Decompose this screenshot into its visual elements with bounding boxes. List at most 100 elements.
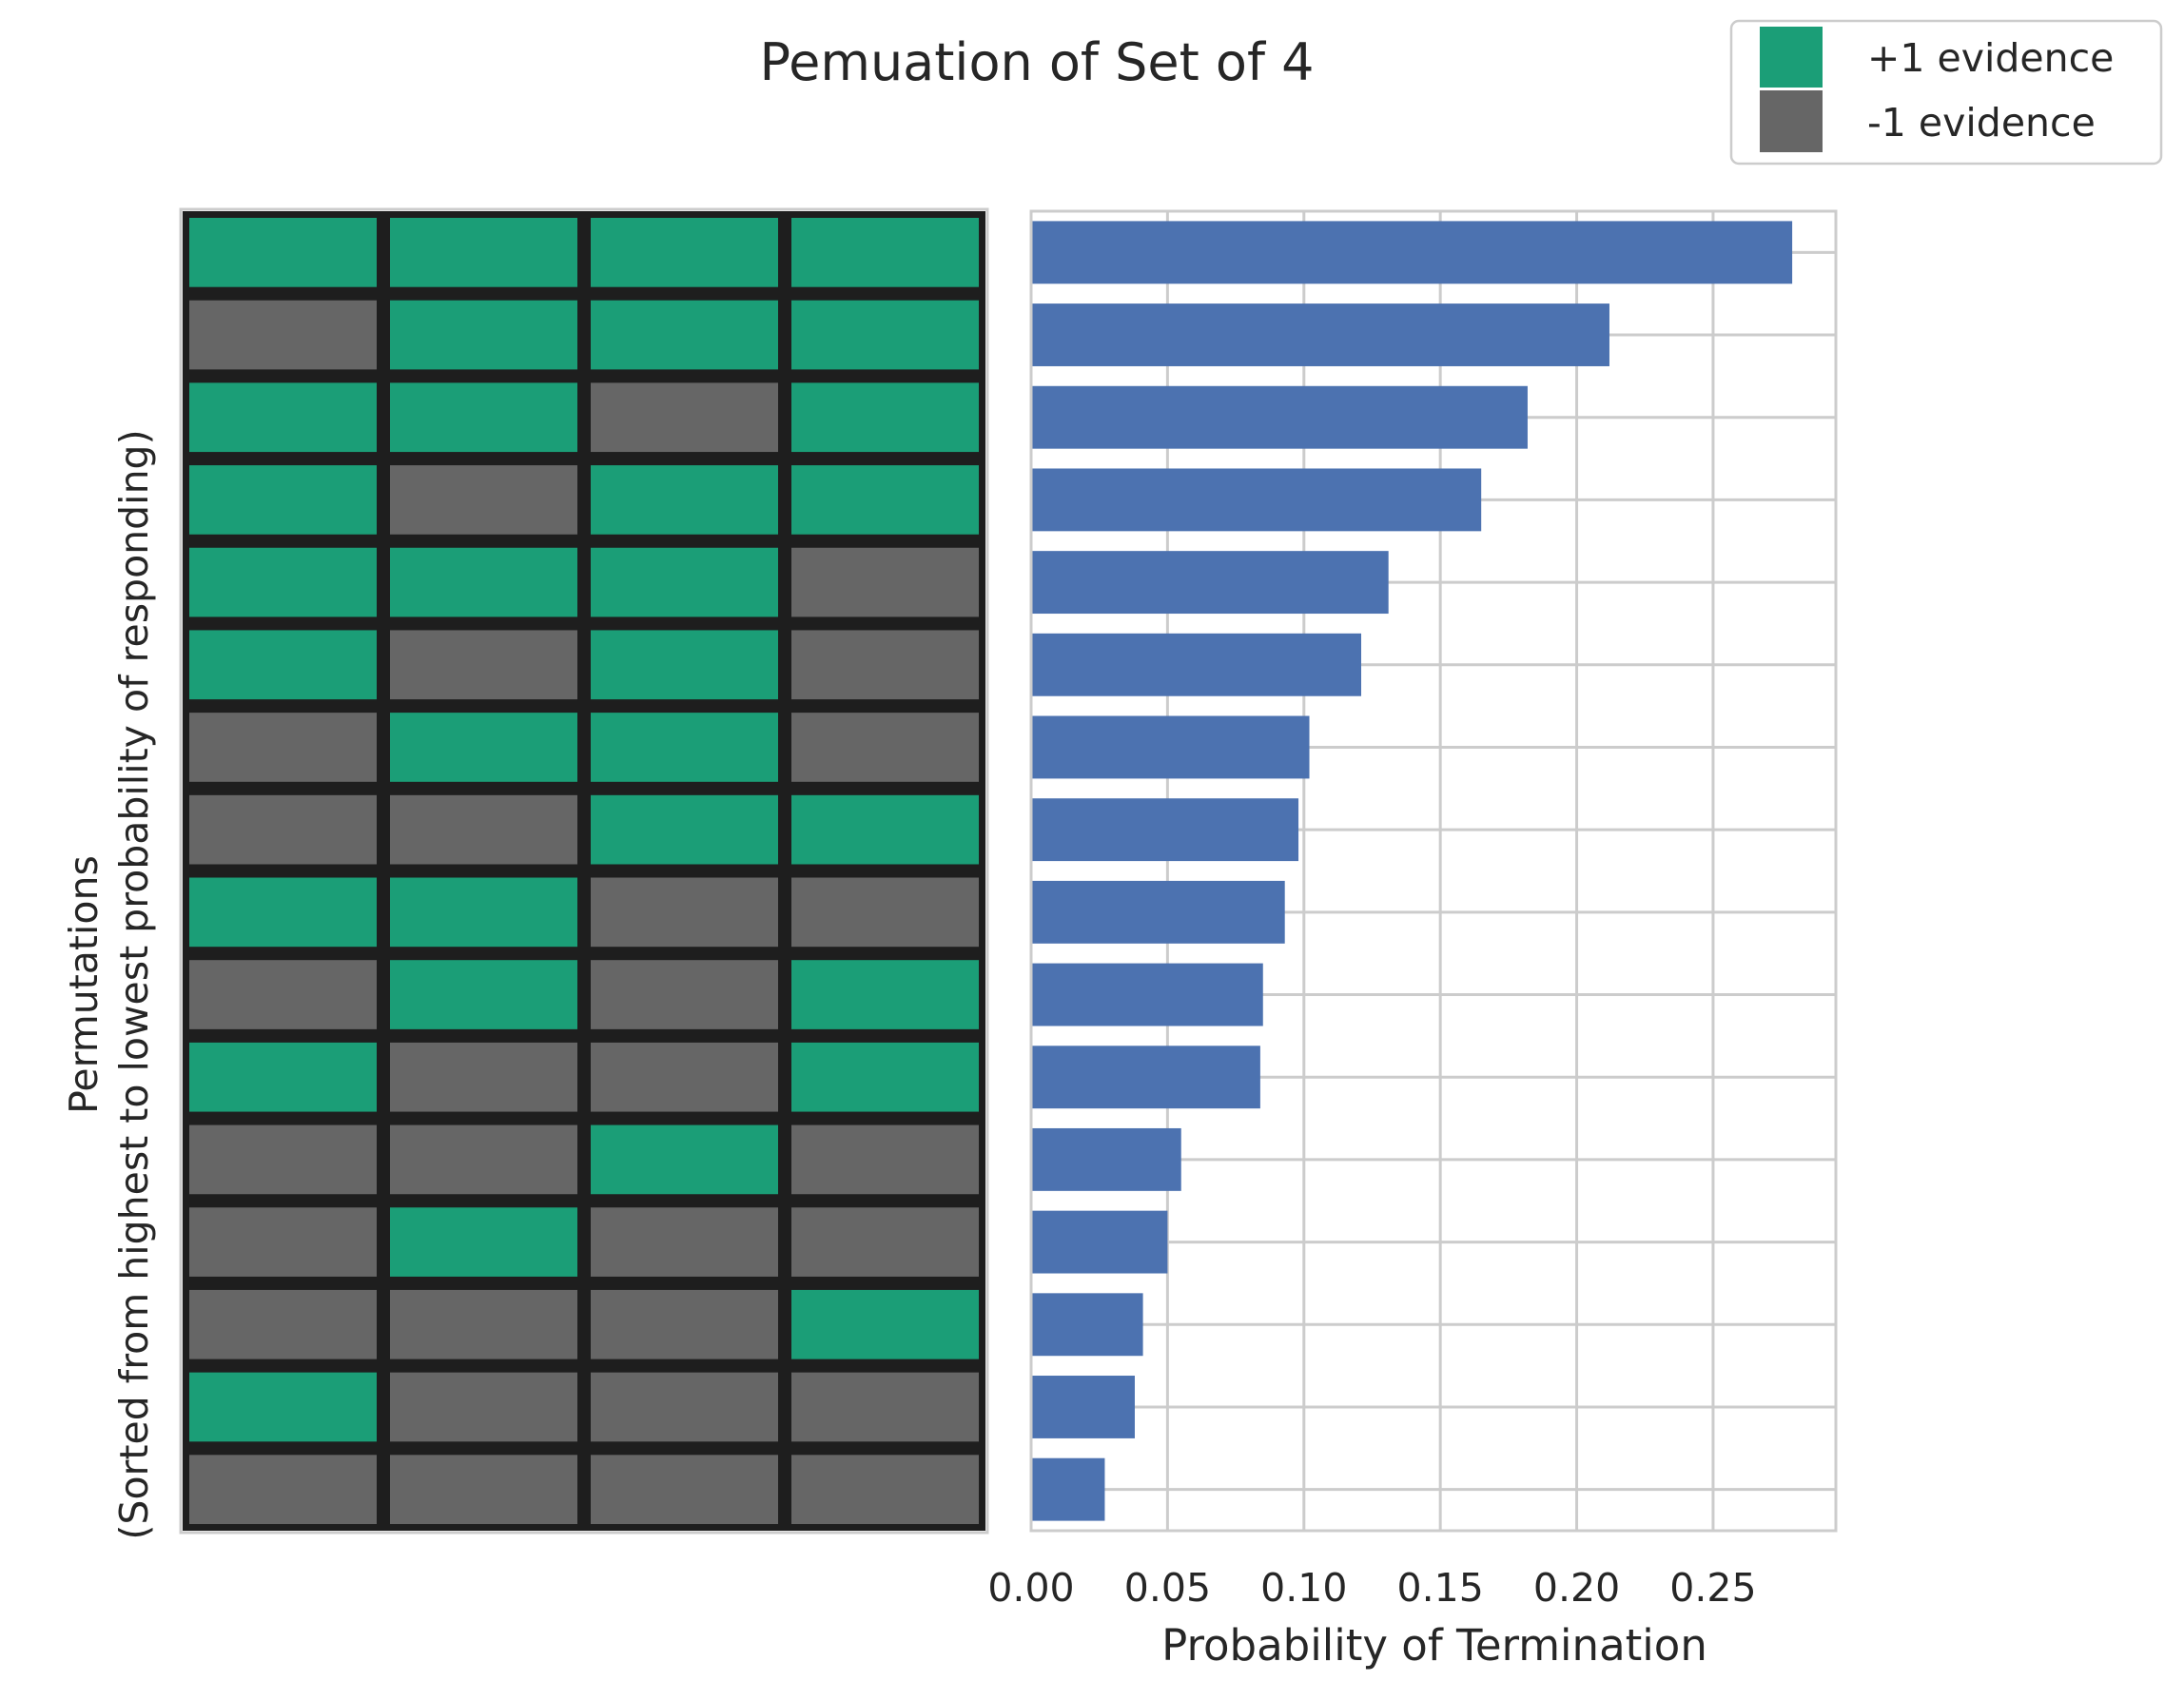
chart-title: Pemuation of Set of 4 — [759, 32, 1314, 92]
bar-3 — [1031, 385, 1528, 449]
heatmap-cell-r13-c1 — [189, 1207, 377, 1277]
heatmap-cell-r11-c2 — [390, 1042, 577, 1112]
heatmap-cell-r14-c1 — [189, 1289, 377, 1359]
heatmap-cell-r10-c1 — [189, 960, 377, 1029]
heatmap-cell-r4-c3 — [591, 465, 778, 535]
heatmap-cell-r7-c4 — [791, 713, 979, 782]
legend-swatch-positive — [1760, 27, 1823, 88]
heatmap-cell-r14-c2 — [390, 1289, 577, 1359]
bar-12 — [1031, 1127, 1181, 1191]
bar-2 — [1031, 303, 1609, 366]
heatmap-cell-r12-c4 — [791, 1124, 979, 1195]
heatmap-cell-r16-c1 — [189, 1455, 377, 1524]
bar-10 — [1031, 963, 1263, 1026]
heatmap-frame — [179, 207, 989, 1535]
heatmap-cell-r10-c3 — [591, 960, 778, 1029]
heatmap-cell-r11-c4 — [791, 1042, 979, 1112]
x-tick-label-0.10: 0.10 — [1260, 1565, 1347, 1611]
legend: +1 evidence -1 evidence — [1729, 19, 2163, 166]
heatmap-cell-r2-c2 — [390, 300, 577, 370]
heatmap-cell-r6-c2 — [390, 630, 577, 700]
heatmap-cell-r7-c3 — [591, 713, 778, 782]
legend-frame — [1729, 19, 2163, 166]
heatmap-cell-r5-c4 — [791, 547, 979, 617]
heatmap-cell-r10-c2 — [390, 960, 577, 1029]
heatmap-cell-r4-c4 — [791, 465, 979, 535]
heatmap-cell-r6-c1 — [189, 630, 377, 700]
heatmap-cell-r12-c1 — [189, 1124, 377, 1195]
heatmap-cell-r6-c3 — [591, 630, 778, 700]
heatmap-cell-r10-c4 — [791, 960, 979, 1029]
heatmap-cell-r1-c4 — [791, 218, 979, 287]
bar-5 — [1031, 551, 1389, 615]
heatmap-cell-r3-c3 — [591, 382, 778, 453]
y-axis-label-line-1: Permutations — [61, 855, 107, 1114]
legend-swatch-negative — [1760, 90, 1823, 152]
bar-14 — [1031, 1293, 1143, 1357]
x-tick-label-0.20: 0.20 — [1533, 1565, 1620, 1611]
heatmap-cell-r16-c4 — [791, 1455, 979, 1524]
heatmap-cell-r8-c2 — [390, 794, 577, 865]
heatmap-cell-r8-c3 — [591, 794, 778, 865]
heatmap-cell-r13-c2 — [390, 1207, 577, 1277]
bar-6 — [1031, 633, 1362, 696]
heatmap-cell-r16-c2 — [390, 1455, 577, 1524]
heatmap-cell-r8-c4 — [791, 794, 979, 865]
heatmap-cell-r15-c4 — [791, 1372, 979, 1442]
heatmap-cell-r6-c4 — [791, 630, 979, 700]
heatmap-cell-r1-c2 — [390, 218, 577, 287]
heatmap-cell-r5-c3 — [591, 547, 778, 617]
y-axis-label: Permutations (Sorted from highest to low… — [61, 429, 157, 1539]
heatmap-cell-r3-c1 — [189, 382, 377, 453]
heatmap-cell-r4-c1 — [189, 465, 377, 535]
heatmap-cell-r14-c4 — [791, 1289, 979, 1359]
heatmap-cell-r13-c3 — [591, 1207, 778, 1277]
heatmap-cell-r15-c3 — [591, 1372, 778, 1442]
bar-13 — [1031, 1210, 1168, 1274]
heatmap-cell-r9-c4 — [791, 877, 979, 948]
heatmap-cell-r16-c3 — [591, 1455, 778, 1524]
heatmap-cell-r1-c3 — [591, 218, 778, 287]
x-tick-label-0.25: 0.25 — [1669, 1565, 1756, 1611]
heatmap-cell-r11-c1 — [189, 1042, 377, 1112]
bar-9 — [1031, 880, 1285, 944]
heatmap-cell-r9-c1 — [189, 877, 377, 948]
heatmap-cell-r2-c3 — [591, 300, 778, 370]
heatmap-cell-r3-c4 — [791, 382, 979, 453]
legend-label-negative: -1 evidence — [1867, 100, 2096, 146]
heatmap-cell-r7-c1 — [189, 713, 377, 782]
heatmap-cell-r9-c3 — [591, 877, 778, 948]
bar-7 — [1031, 715, 1310, 779]
heatmap-cell-r14-c3 — [591, 1289, 778, 1359]
bar-chart-frame — [1029, 209, 1838, 1533]
x-tick-label-0.05: 0.05 — [1124, 1565, 1211, 1611]
x-tick-label-0.00: 0.00 — [987, 1565, 1074, 1611]
legend-label-positive: +1 evidence — [1867, 35, 2114, 81]
heatmap-cell-r2-c4 — [791, 300, 979, 370]
bar-11 — [1031, 1046, 1260, 1109]
bar-4 — [1031, 468, 1482, 532]
heatmap-cell-r3-c2 — [390, 382, 577, 453]
y-axis-label-line-2: (Sorted from highest to lowest probabili… — [111, 429, 157, 1539]
x-tick-label-0.15: 0.15 — [1397, 1565, 1484, 1611]
heatmap-cell-r12-c3 — [591, 1124, 778, 1195]
bar-15 — [1031, 1376, 1135, 1438]
heatmap-cell-r5-c1 — [189, 547, 377, 617]
heatmap-cell-r2-c1 — [189, 300, 377, 370]
heatmap-cell-r9-c2 — [390, 877, 577, 948]
heatmap-cell-r8-c1 — [189, 794, 377, 865]
heatmap-cell-r11-c3 — [591, 1042, 778, 1112]
permutation-heatmap — [179, 207, 989, 1535]
heatmap-cell-r4-c2 — [390, 465, 577, 535]
heatmap-cell-r12-c2 — [390, 1124, 577, 1195]
bar-8 — [1031, 798, 1299, 862]
heatmap-cell-r5-c2 — [390, 547, 577, 617]
heatmap-cell-r13-c4 — [791, 1207, 979, 1277]
x-axis-label: Probability of Termination — [1161, 1620, 1707, 1671]
heatmap-cell-r1-c1 — [189, 218, 377, 287]
bar-16 — [1031, 1457, 1105, 1521]
heatmap-cell-r7-c2 — [390, 713, 577, 782]
heatmap-cell-r15-c1 — [189, 1372, 377, 1442]
heatmap-cell-r15-c2 — [390, 1372, 577, 1442]
